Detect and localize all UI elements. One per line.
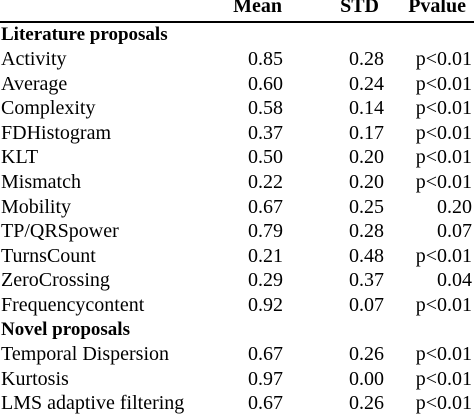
std-value: 0.17 xyxy=(349,121,384,144)
pvalue-value: 0.07 xyxy=(437,220,472,243)
std-value: 0.26 xyxy=(349,392,384,415)
table-row: Temporal Dispersion 0.67 0.26 p<0.01 xyxy=(0,342,474,367)
table-row: Kurtosis 0.97 0.00 p<0.01 xyxy=(0,367,474,392)
header-row: Mean STD Pvalue xyxy=(0,0,474,21)
mean-column-header: Mean xyxy=(233,0,282,17)
table-row: KLT 0.50 0.20 p<0.01 xyxy=(0,145,474,170)
pvalue-value: 0.04 xyxy=(437,269,472,292)
mean-value: 0.29 xyxy=(248,269,283,292)
section-title: Novel proposals xyxy=(1,318,130,340)
mean-value: 0.67 xyxy=(248,343,283,366)
std-value: 0.25 xyxy=(349,195,384,218)
mean-value: 0.21 xyxy=(248,244,283,267)
std-value: 0.24 xyxy=(349,72,384,95)
row-label: Frequencycontent xyxy=(1,294,145,317)
pvalue-value: p<0.01 xyxy=(415,244,472,267)
std-value: 0.26 xyxy=(349,343,384,366)
pvalue-value: 0.20 xyxy=(437,195,472,218)
row-label: Temporal Dispersion xyxy=(1,343,170,366)
mean-value: 0.50 xyxy=(248,146,283,169)
mean-value: 0.37 xyxy=(248,121,283,144)
std-value: 0.20 xyxy=(349,146,384,169)
table-row: TP/QRSpower 0.79 0.28 0.07 xyxy=(0,219,474,244)
pvalue-value: p<0.01 xyxy=(415,97,472,120)
table-row: LMS adaptive filtering 0.67 0.26 p<0.01 xyxy=(0,391,474,416)
pvalue-value: p<0.01 xyxy=(415,72,472,95)
table-row: Mobility 0.67 0.25 0.20 xyxy=(0,195,474,220)
pvalue-value: p<0.01 xyxy=(415,171,472,194)
pvalue-value: p<0.01 xyxy=(415,121,472,144)
row-label: KLT xyxy=(1,146,39,169)
mean-value: 0.67 xyxy=(248,392,283,415)
std-column-header: STD xyxy=(340,0,379,17)
std-value: 0.37 xyxy=(349,269,384,292)
row-label: Activity xyxy=(1,48,67,71)
row-label: Mismatch xyxy=(1,171,81,194)
row-label: FDHistogram xyxy=(1,121,111,144)
pvalue-value: p<0.01 xyxy=(415,343,472,366)
std-value: 0.28 xyxy=(349,220,384,243)
std-value: 0.00 xyxy=(349,367,384,390)
mean-value: 0.22 xyxy=(248,171,283,194)
table-row: Activity 0.85 0.28 p<0.01 xyxy=(0,47,474,72)
std-value: 0.07 xyxy=(349,294,384,317)
row-label: Average xyxy=(1,72,68,95)
row-label: TurnsCount xyxy=(1,244,96,267)
pvalue-value: p<0.01 xyxy=(415,392,472,415)
mean-value: 0.67 xyxy=(248,195,283,218)
row-label: Mobility xyxy=(1,195,72,218)
pvalue-value: p<0.01 xyxy=(415,146,472,169)
table-row: TurnsCount 0.21 0.48 p<0.01 xyxy=(0,244,474,269)
row-label: ZeroCrossing xyxy=(1,269,110,292)
std-value: 0.28 xyxy=(349,48,384,71)
pvalue-value: p<0.01 xyxy=(415,48,472,71)
header-rule xyxy=(0,21,474,23)
row-label: LMS adaptive filtering xyxy=(1,392,185,415)
table-row: Complexity 0.58 0.14 p<0.01 xyxy=(0,96,474,121)
table-row: Mismatch 0.22 0.20 p<0.01 xyxy=(0,170,474,195)
row-label: Complexity xyxy=(1,97,96,120)
std-value: 0.14 xyxy=(349,97,384,120)
section-heading-literature: Literature proposals xyxy=(0,23,474,48)
section-heading-novel: Novel proposals xyxy=(0,318,474,343)
table-row: FDHistogram 0.37 0.17 p<0.01 xyxy=(0,121,474,146)
mean-value: 0.85 xyxy=(248,48,283,71)
row-label: TP/QRSpower xyxy=(1,220,119,243)
std-value: 0.20 xyxy=(349,171,384,194)
mean-value: 0.60 xyxy=(248,72,283,95)
table-row: Frequencycontent 0.92 0.07 p<0.01 xyxy=(0,293,474,318)
pvalue-column-header: Pvalue xyxy=(408,0,466,17)
table-row: Average 0.60 0.24 p<0.01 xyxy=(0,72,474,97)
mean-value: 0.79 xyxy=(248,220,283,243)
row-label: Kurtosis xyxy=(1,367,69,390)
pvalue-value: p<0.01 xyxy=(415,294,472,317)
mean-value: 0.58 xyxy=(248,97,283,120)
mean-value: 0.92 xyxy=(248,294,283,317)
table-row: ZeroCrossing 0.29 0.37 0.04 xyxy=(0,268,474,293)
mean-value: 0.97 xyxy=(248,367,283,390)
section-title: Literature proposals xyxy=(1,23,168,45)
std-value: 0.48 xyxy=(349,244,384,267)
pvalue-value: p<0.01 xyxy=(415,367,472,390)
